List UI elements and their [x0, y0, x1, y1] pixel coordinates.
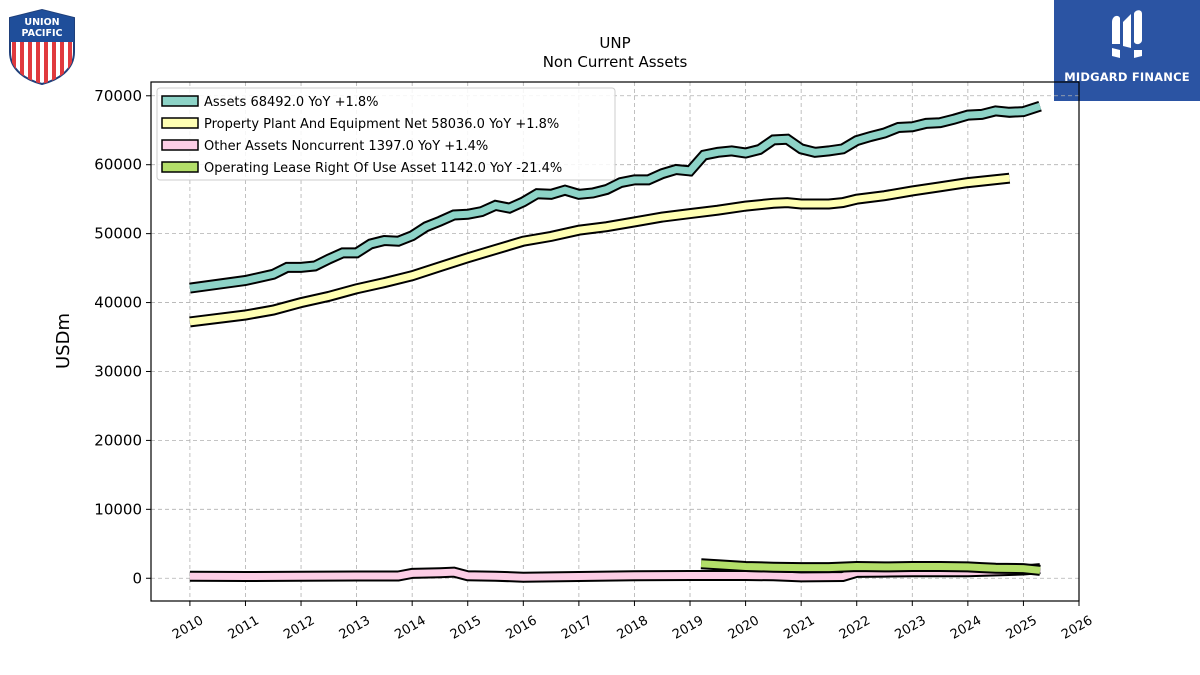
y-tick-label: 0: [132, 569, 142, 587]
legend-label: Other Assets Noncurrent 1397.0 YoY +1.4%: [204, 139, 488, 154]
legend-swatch: [161, 95, 199, 107]
series-line-ppe: [189, 174, 1010, 326]
y-tick-label: 50000: [94, 225, 142, 243]
series-layer: [189, 100, 1042, 583]
union-pacific-shield-icon: [9, 8, 75, 86]
y-tick-label: 20000: [94, 431, 142, 449]
legend-swatch: [161, 139, 199, 151]
plot-frame: [150, 81, 1080, 602]
x-tick-label: 2017: [559, 613, 595, 643]
chart-subtitle: Non Current Assets: [543, 53, 688, 71]
x-tick-label: 2022: [837, 613, 873, 643]
union-pacific-logo: UNION PACIFIC: [6, 8, 78, 86]
x-tick-label: 2016: [503, 613, 539, 643]
legend-item-other: Other Assets Noncurrent 1397.0 YoY +1.4%: [161, 139, 488, 154]
legend-label: Operating Lease Right Of Use Asset 1142.…: [204, 161, 562, 176]
x-axis: 2010 2011 2012 2013 2014 2015 2016 2017 2018 2019…: [170, 601, 1095, 643]
chart-title: UNP: [599, 34, 630, 52]
midgard-finance-logo: MIDGARD FINANCE: [1054, 0, 1200, 101]
y-tick-label: 30000: [94, 362, 142, 380]
series-lease: [700, 558, 1041, 576]
x-tick-label: 2015: [448, 613, 484, 643]
x-tick-label: 2012: [281, 613, 317, 643]
x-tick-label: 2026: [1059, 613, 1095, 643]
x-tick-label: 2010: [170, 613, 206, 643]
legend-item-assets: Assets 68492.0 YoY +1.8%: [161, 95, 379, 110]
x-tick-label: 2023: [892, 613, 928, 643]
legend-box: [156, 87, 616, 181]
legend: Assets 68492.0 YoY +1.8% Property Plant A…: [156, 87, 616, 181]
x-tick-label: 2021: [781, 613, 817, 643]
midgard-finance-logo-text: MIDGARD FINANCE: [1064, 70, 1190, 84]
x-tick-label: 2011: [226, 613, 262, 643]
union-pacific-logo-text: UNION PACIFIC: [21, 17, 63, 39]
legend-label: Assets 68492.0 YoY +1.8%: [204, 95, 379, 110]
series-line-assets: [189, 102, 1042, 292]
midgard-finance-mark-icon: [1112, 10, 1142, 58]
legend-item-ppe: Property Plant And Equipment Net 58036.0…: [161, 117, 559, 132]
x-tick-label: 2024: [948, 613, 984, 643]
x-tick-label: 2019: [670, 613, 706, 643]
x-tick-label: 2013: [337, 613, 373, 643]
y-tick-label: 70000: [94, 87, 142, 105]
legend-swatch: [161, 161, 199, 173]
legend-label: Property Plant And Equipment Net 58036.0…: [204, 117, 559, 132]
legend-swatch: [161, 117, 199, 129]
x-tick-label: 2014: [392, 613, 428, 643]
series-assets: [189, 100, 1042, 294]
series-ppe: [189, 172, 1011, 328]
x-tick-label: 2020: [726, 613, 762, 643]
y-axis-label: USDm: [53, 313, 74, 369]
x-tick-label: 2018: [615, 613, 651, 643]
y-tick-label: 40000: [94, 294, 142, 312]
y-tick-label: 10000: [94, 500, 142, 518]
y-axis: 0 10000 20000 30000 40000 50000 60000 70000: [94, 87, 151, 587]
series-line-lease: [700, 560, 1041, 574]
legend-item-lease: Operating Lease Right Of Use Asset 1142.…: [161, 161, 562, 176]
y-tick-label: 60000: [94, 156, 142, 174]
x-tick-label: 2025: [1004, 613, 1040, 643]
